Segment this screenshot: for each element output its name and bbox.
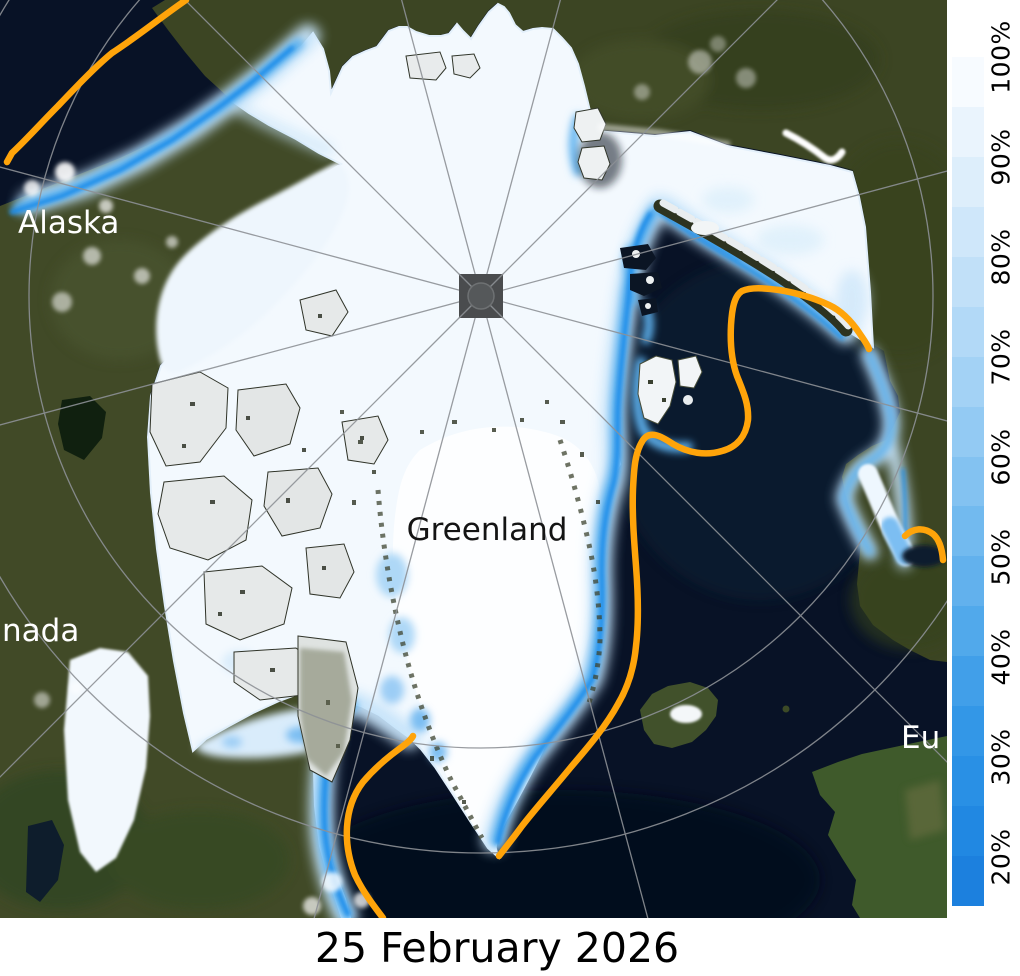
colorbar-tick-label: 90% xyxy=(986,128,1016,186)
colorbar-cell xyxy=(952,356,984,407)
colorbar-cell xyxy=(952,556,984,607)
colorbar-cell xyxy=(952,57,984,107)
colorbar-cell xyxy=(952,406,984,457)
colorbar-cell xyxy=(952,306,984,357)
map-label-europe: Eu xyxy=(901,720,940,756)
median-ice-edge xyxy=(3,0,947,922)
new-siberian-islands xyxy=(405,51,481,81)
colorbar-tick-label: 40% xyxy=(986,628,1016,686)
colorbar-cell xyxy=(952,106,984,157)
novaya-zemlya xyxy=(653,199,853,337)
colorbar-tick-label: 30% xyxy=(986,728,1016,786)
colorbar-cell xyxy=(952,256,984,307)
map-label-canada: nada xyxy=(2,613,79,649)
colorbar-tick-label: 60% xyxy=(986,428,1016,486)
colorbar-legend: 100% 90% 80% 70% 60% 50% 40% 30% 20% xyxy=(947,0,1020,976)
colorbar-cell xyxy=(952,856,984,906)
colorbar-cell xyxy=(952,806,984,856)
ice-hudson-bay xyxy=(64,648,150,872)
pole-hub xyxy=(467,282,495,310)
date-bar: 25 February 2026 xyxy=(0,918,947,976)
lake-great-bear xyxy=(58,396,106,460)
colorbar-tick-label: 20% xyxy=(986,828,1016,886)
ice-banks-beaufort xyxy=(156,162,349,373)
severnaya-zemlya xyxy=(573,107,611,181)
svalbard xyxy=(637,355,703,425)
colorbar-tick-label: 50% xyxy=(986,528,1016,586)
greenland-fjord-speckles xyxy=(340,400,600,804)
map-label-alaska: Alaska xyxy=(18,205,119,241)
james-bay xyxy=(26,820,64,902)
ob-gulf xyxy=(782,129,846,164)
iceland-snow xyxy=(670,705,702,723)
colorbar-cells xyxy=(952,57,984,906)
colorbar-tick-label: 80% xyxy=(986,228,1016,286)
land-scandinavia xyxy=(812,736,947,918)
colorbar-tick-label: 70% xyxy=(986,328,1016,386)
colorbar-cell xyxy=(952,206,984,257)
colorbar-cell xyxy=(952,756,984,807)
colorbar-cell xyxy=(952,156,984,207)
colorbar-cell xyxy=(952,506,984,557)
colorbar-tick-label: 100% xyxy=(986,20,1016,94)
colorbar-cell xyxy=(952,606,984,657)
map-label-greenland: Greenland xyxy=(407,512,568,548)
colorbar-cell xyxy=(952,706,984,757)
colorbar-cell xyxy=(952,456,984,507)
colorbar-cell xyxy=(952,656,984,707)
date-label: 25 February 2026 xyxy=(314,924,680,972)
white-sea xyxy=(858,464,946,567)
